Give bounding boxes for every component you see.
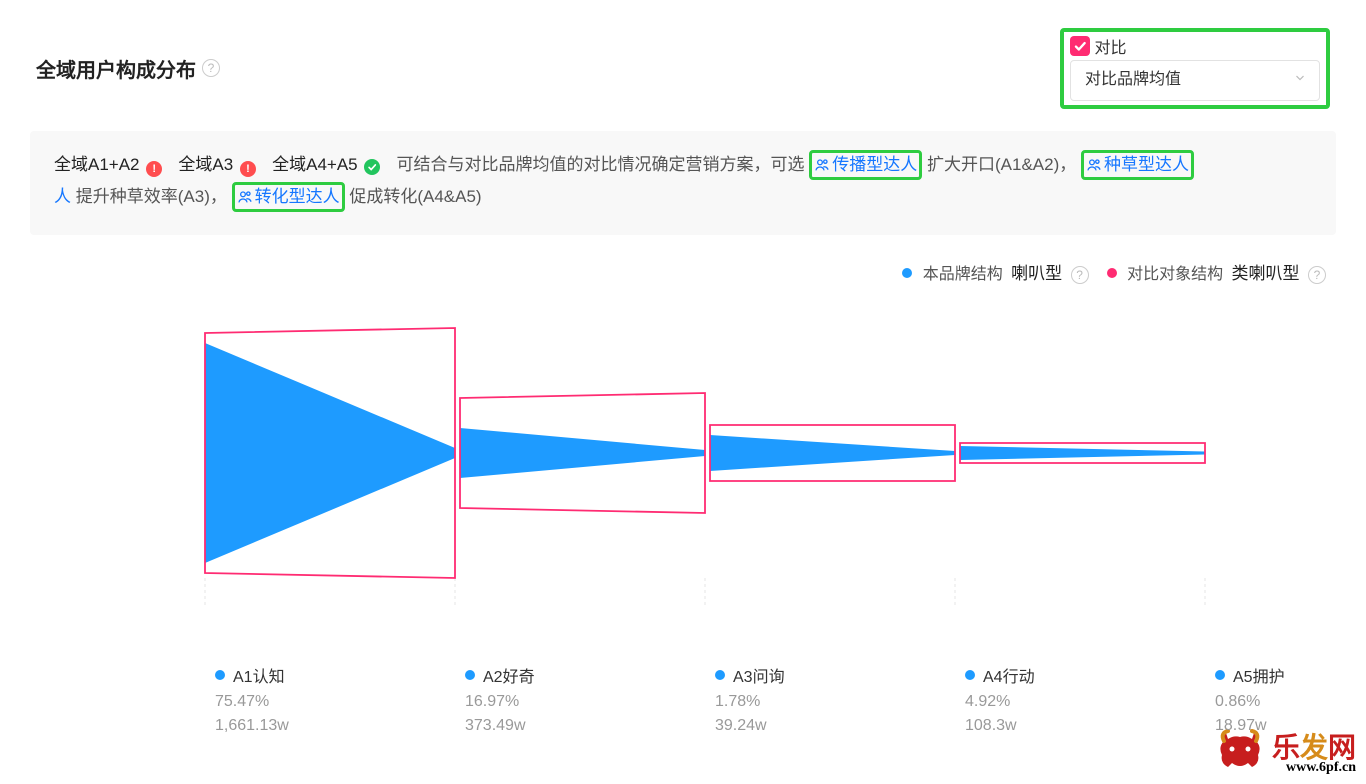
stage-column: A1认知 75.47% 1,661.13w bbox=[215, 663, 289, 735]
advice-text: 提升种草效率(A3)， bbox=[76, 187, 227, 206]
link-highlight: 传播型达人 bbox=[809, 150, 922, 180]
stage-dot-icon bbox=[465, 670, 475, 680]
stage-val: 373.49w bbox=[465, 717, 535, 735]
link-zhongcao-cont[interactable]: 人 bbox=[54, 187, 71, 206]
page-header: 全域用户构成分布 ? 对比 对比品牌均值 bbox=[0, 0, 1366, 117]
compare-controls: 对比 对比品牌均值 bbox=[1060, 28, 1330, 109]
link-highlight: 种草型达人 bbox=[1081, 150, 1194, 180]
title-wrap: 全域用户构成分布 ? bbox=[36, 54, 220, 83]
compare-label: 对比 bbox=[1094, 40, 1126, 57]
legend-own: 本品牌结构 喇叭型 ? bbox=[902, 259, 1088, 284]
advice-text: 扩大开口(A1&A2)， bbox=[927, 155, 1076, 174]
page-title: 全域用户构成分布 bbox=[36, 54, 196, 83]
chevron-down-icon bbox=[1293, 69, 1307, 91]
alert-icon: ! bbox=[240, 161, 256, 177]
stage-dot-icon bbox=[965, 670, 975, 680]
compare-select[interactable]: 对比品牌均值 bbox=[1070, 60, 1320, 100]
help-icon[interactable]: ? bbox=[1071, 266, 1089, 284]
stage-name: A2好奇 bbox=[465, 663, 535, 687]
alert-icon: ! bbox=[146, 161, 162, 177]
stage-val: 39.24w bbox=[715, 717, 785, 735]
stage-column: A5拥护 0.86% 18.97w bbox=[1215, 663, 1285, 735]
link-highlight: 转化型达人 bbox=[232, 182, 345, 212]
stage-column: A4行动 4.92% 108.3w bbox=[965, 663, 1035, 735]
stage-name: A3问询 bbox=[715, 663, 785, 687]
stage-column: A2好奇 16.97% 373.49w bbox=[465, 663, 535, 735]
stage-dot-icon bbox=[715, 670, 725, 680]
chart-legend: 本品牌结构 喇叭型 ? 对比对象结构 类喇叭型 ? bbox=[0, 235, 1366, 290]
link-zhuanhua[interactable]: 转化型达人 bbox=[255, 187, 340, 206]
advice-text: 可结合与对比品牌均值的对比情况确定营销方案，可选 bbox=[397, 155, 805, 174]
stage-pct: 1.78% bbox=[715, 693, 785, 711]
stage-val: 1,661.13w bbox=[215, 717, 289, 735]
link-zhongcao[interactable]: 种草型达人 bbox=[1104, 155, 1189, 174]
advice-panel: 全域A1+A2 ! 全域A3 ! 全域A4+A5 可结合与对比品牌均值的对比情况… bbox=[30, 131, 1336, 236]
check-icon bbox=[364, 159, 380, 175]
funnel-chart bbox=[30, 298, 1336, 608]
stage-val: 18.97w bbox=[1215, 717, 1285, 735]
compare-checkbox[interactable] bbox=[1070, 36, 1090, 56]
stage-name: A4行动 bbox=[965, 663, 1035, 687]
legend-dot-comp bbox=[1107, 268, 1117, 278]
advice-text: 促成转化(A4&A5) bbox=[349, 187, 481, 206]
help-icon[interactable]: ? bbox=[1308, 266, 1326, 284]
user-icon bbox=[237, 189, 253, 205]
advice-tag-a1a2: 全域A1+A2 bbox=[54, 155, 140, 174]
help-icon[interactable]: ? bbox=[202, 59, 220, 77]
legend-dot-own bbox=[902, 268, 912, 278]
stage-name: A1认知 bbox=[215, 663, 289, 687]
stage-dot-icon bbox=[1215, 670, 1225, 680]
stage-name: A5拥护 bbox=[1215, 663, 1285, 687]
stage-val: 108.3w bbox=[965, 717, 1035, 735]
user-icon bbox=[1086, 157, 1102, 173]
stage-pct: 16.97% bbox=[465, 693, 535, 711]
funnel-svg bbox=[30, 298, 1336, 608]
advice-tag-a3: 全域A3 bbox=[178, 155, 233, 174]
stage-pct: 4.92% bbox=[965, 693, 1035, 711]
compare-select-value: 对比品牌均值 bbox=[1085, 71, 1181, 88]
stage-column: A3问询 1.78% 39.24w bbox=[715, 663, 785, 735]
stage-pct: 75.47% bbox=[215, 693, 289, 711]
stage-pct: 0.86% bbox=[1215, 693, 1285, 711]
link-chuanbo[interactable]: 传播型达人 bbox=[832, 155, 917, 174]
advice-tag-a4a5: 全域A4+A5 bbox=[272, 155, 358, 174]
user-icon bbox=[814, 157, 830, 173]
legend-comp: 对比对象结构 类喇叭型 ? bbox=[1107, 259, 1326, 284]
stage-dot-icon bbox=[215, 670, 225, 680]
